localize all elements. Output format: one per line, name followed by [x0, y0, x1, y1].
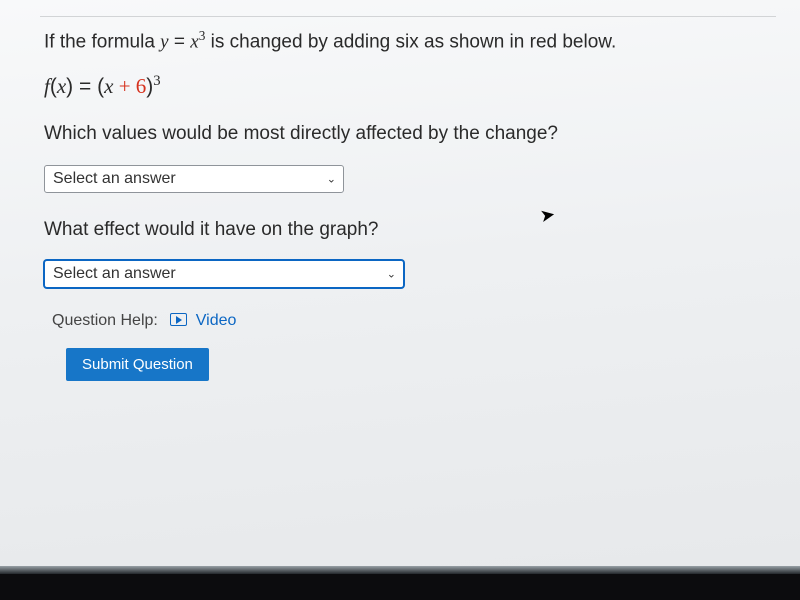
- select-graph-effect[interactable]: Select an answer: [44, 260, 404, 288]
- f-plus6: + 6: [113, 74, 146, 98]
- orig-exp: 3: [199, 28, 206, 43]
- select-placeholder-1: Select an answer: [53, 170, 176, 187]
- orig-x: x: [190, 31, 198, 52]
- orig-y: y: [160, 31, 168, 52]
- divider: [40, 16, 776, 17]
- question-help-row: Question Help: Video: [52, 312, 772, 330]
- f-open: (: [50, 75, 57, 98]
- f-eq: =: [73, 75, 97, 98]
- intro-line: If the formula y = x3 is changed by addi…: [44, 27, 772, 55]
- f-exp: 3: [153, 73, 160, 89]
- changed-formula: f(x) = (x + 6)3: [44, 73, 772, 99]
- prompt-2: What effect would it have on the graph?: [44, 217, 772, 243]
- intro-suffix: is changed by adding six as shown in red…: [211, 31, 617, 52]
- monitor-bezel: [0, 574, 800, 600]
- video-link[interactable]: Video: [196, 312, 237, 329]
- submit-button[interactable]: Submit Question: [66, 348, 209, 381]
- prompt-1: Which values would be most directly affe…: [44, 121, 772, 147]
- select-placeholder-2: Select an answer: [53, 265, 176, 282]
- select-affected-values[interactable]: Select an answer: [44, 165, 344, 193]
- help-label: Question Help:: [52, 312, 158, 329]
- question-card: If the formula y = x3 is changed by addi…: [0, 0, 800, 600]
- f-x1: x: [57, 74, 66, 98]
- orig-eq: =: [174, 31, 190, 52]
- intro-prefix: If the formula: [44, 31, 160, 52]
- play-icon: [170, 313, 187, 326]
